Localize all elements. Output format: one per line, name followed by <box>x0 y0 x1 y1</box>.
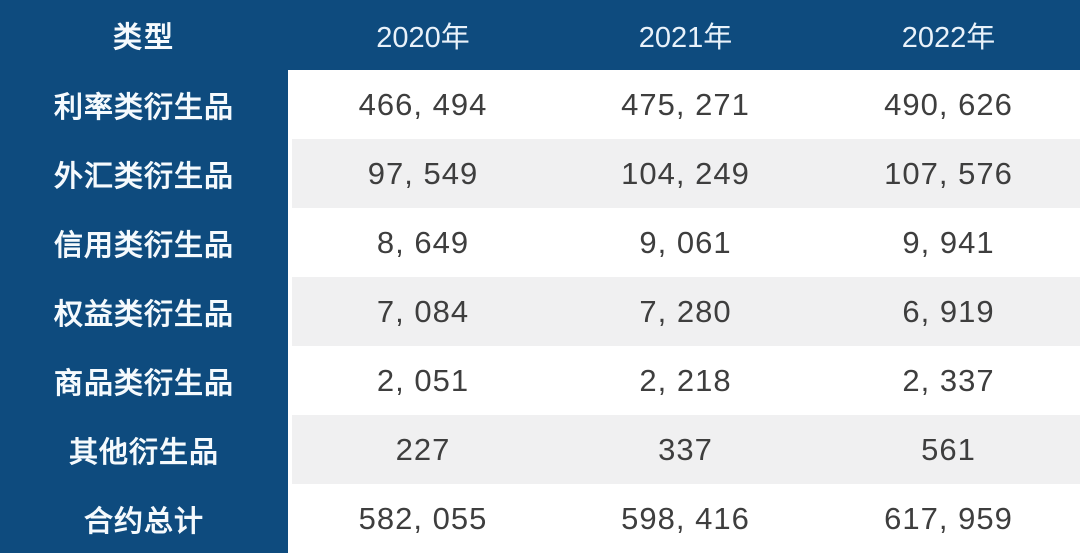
column-gutter <box>288 484 292 553</box>
column-gutter <box>288 415 292 484</box>
table-row-equity: 权益类衍生品 7, 084 7, 280 6, 919 <box>0 277 1080 346</box>
column-gutter <box>288 277 292 346</box>
value-2020: 97, 549 <box>292 139 554 208</box>
header-cell-2020: 2020年 <box>292 0 554 70</box>
value-2021: 104, 249 <box>554 139 817 208</box>
row-label: 其他衍生品 <box>0 415 288 484</box>
value-2021: 598, 416 <box>554 484 817 553</box>
value-2020: 227 <box>292 415 554 484</box>
header-cell-type: 类型 <box>0 0 288 70</box>
header-row: 类型 2020年 2021年 2022年 <box>0 0 1080 70</box>
column-gutter <box>288 0 292 70</box>
value-2021: 2, 218 <box>554 346 817 415</box>
row-label: 外汇类衍生品 <box>0 139 288 208</box>
value-2021: 7, 280 <box>554 277 817 346</box>
column-gutter <box>288 139 292 208</box>
column-gutter <box>288 208 292 277</box>
value-2020: 7, 084 <box>292 277 554 346</box>
table-row-total: 合约总计 582, 055 598, 416 617, 959 <box>0 484 1080 553</box>
table-row-fx: 外汇类衍生品 97, 549 104, 249 107, 576 <box>0 139 1080 208</box>
value-2020: 8, 649 <box>292 208 554 277</box>
column-gutter <box>288 70 292 139</box>
value-2022: 2, 337 <box>817 346 1080 415</box>
row-label: 权益类衍生品 <box>0 277 288 346</box>
header-cell-2021: 2021年 <box>554 0 817 70</box>
value-2022: 561 <box>817 415 1080 484</box>
table-row-commodity: 商品类衍生品 2, 051 2, 218 2, 337 <box>0 346 1080 415</box>
row-label: 利率类衍生品 <box>0 70 288 139</box>
column-gutter <box>288 346 292 415</box>
row-label: 信用类衍生品 <box>0 208 288 277</box>
value-2021: 9, 061 <box>554 208 817 277</box>
header-cell-2022: 2022年 <box>817 0 1080 70</box>
row-label: 合约总计 <box>0 484 288 553</box>
value-2022: 9, 941 <box>817 208 1080 277</box>
value-2020: 2, 051 <box>292 346 554 415</box>
table-row-interest-rate: 利率类衍生品 466, 494 475, 271 490, 626 <box>0 70 1080 139</box>
row-label: 商品类衍生品 <box>0 346 288 415</box>
value-2022: 6, 919 <box>817 277 1080 346</box>
value-2021: 475, 271 <box>554 70 817 139</box>
value-2021: 337 <box>554 415 817 484</box>
value-2022: 107, 576 <box>817 139 1080 208</box>
value-2022: 617, 959 <box>817 484 1080 553</box>
value-2022: 490, 626 <box>817 70 1080 139</box>
value-2020: 582, 055 <box>292 484 554 553</box>
value-2020: 466, 494 <box>292 70 554 139</box>
table-row-credit: 信用类衍生品 8, 649 9, 061 9, 941 <box>0 208 1080 277</box>
table-row-other: 其他衍生品 227 337 561 <box>0 415 1080 484</box>
